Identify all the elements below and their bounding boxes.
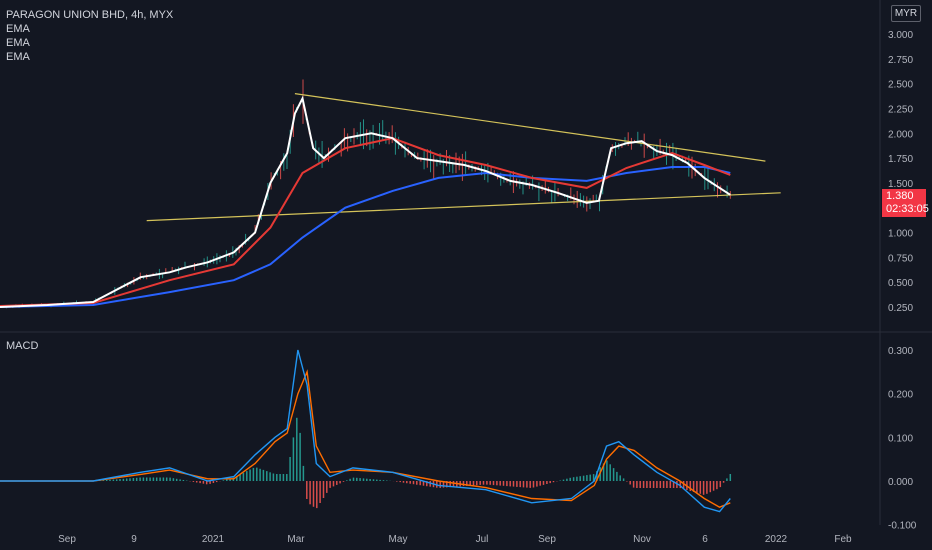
time-tick-label: 2021 <box>202 534 225 545</box>
price-tick-label: 1.500 <box>888 179 913 190</box>
price-tick-label: 3.000 <box>888 30 913 41</box>
price-tick-label: 0.750 <box>888 253 913 264</box>
macd-pane[interactable] <box>0 349 732 513</box>
time-tick-label: Sep <box>58 534 76 545</box>
bar-countdown: 02:33:05 <box>886 203 929 215</box>
time-tick-label: 9 <box>131 534 137 545</box>
time-tick-label: May <box>389 534 408 545</box>
time-tick-label: Mar <box>287 534 305 545</box>
price-tick-label: 2.750 <box>888 55 913 66</box>
time-tick-label: 2022 <box>765 534 788 545</box>
price-pane[interactable] <box>0 79 781 309</box>
upper-trendline[interactable] <box>294 93 766 162</box>
time-tick-label: Feb <box>834 534 852 545</box>
ema-fast-line[interactable] <box>0 95 731 308</box>
macd-tick-label: 0.300 <box>888 346 913 357</box>
macd-tick-label: 0.100 <box>888 433 913 444</box>
price-tick-label: 2.500 <box>888 80 913 91</box>
time-axis[interactable]: Sep 9 2021 Mar May Jul Sep Nov 6 2022 Feb <box>58 534 852 545</box>
lower-trendline[interactable] <box>146 192 781 222</box>
price-tick-label: 1.000 <box>888 229 913 240</box>
price-tick-label: 2.250 <box>888 105 913 116</box>
price-tick-label: 0.500 <box>888 278 913 289</box>
ema-mid-line[interactable] <box>0 137 731 307</box>
price-tick-label: 1.750 <box>888 154 913 165</box>
symbol-title[interactable]: PARAGON UNION BHD, 4h, MYX <box>6 9 174 21</box>
last-price-value: 1.380 <box>886 190 914 202</box>
ema-indicator-label[interactable]: EMA <box>6 23 30 35</box>
price-tick-label: 2.000 <box>888 129 913 140</box>
macd-tick-label: -0.100 <box>888 521 917 532</box>
last-price-tag: 1.380 02:33:05 <box>882 189 929 217</box>
macd-line[interactable] <box>0 349 731 513</box>
time-tick-label: Sep <box>538 534 556 545</box>
ema-indicator-label[interactable]: EMA <box>6 37 30 49</box>
price-tick-label: 0.250 <box>888 303 913 314</box>
macd-tick-label: 0.000 <box>888 477 913 488</box>
macd-axis[interactable]: 0.300 0.200 0.100 0.000 -0.100 <box>888 346 917 532</box>
macd-tick-label: 0.200 <box>888 390 913 401</box>
time-tick-label: 6 <box>702 534 708 545</box>
time-tick-label: Jul <box>476 534 489 545</box>
currency-badge[interactable]: MYR <box>891 5 921 22</box>
ema-indicator-label[interactable]: EMA <box>6 51 30 63</box>
ema-slow-line[interactable] <box>0 166 731 308</box>
time-tick-label: Nov <box>633 534 651 545</box>
macd-indicator-label[interactable]: MACD <box>6 340 39 352</box>
